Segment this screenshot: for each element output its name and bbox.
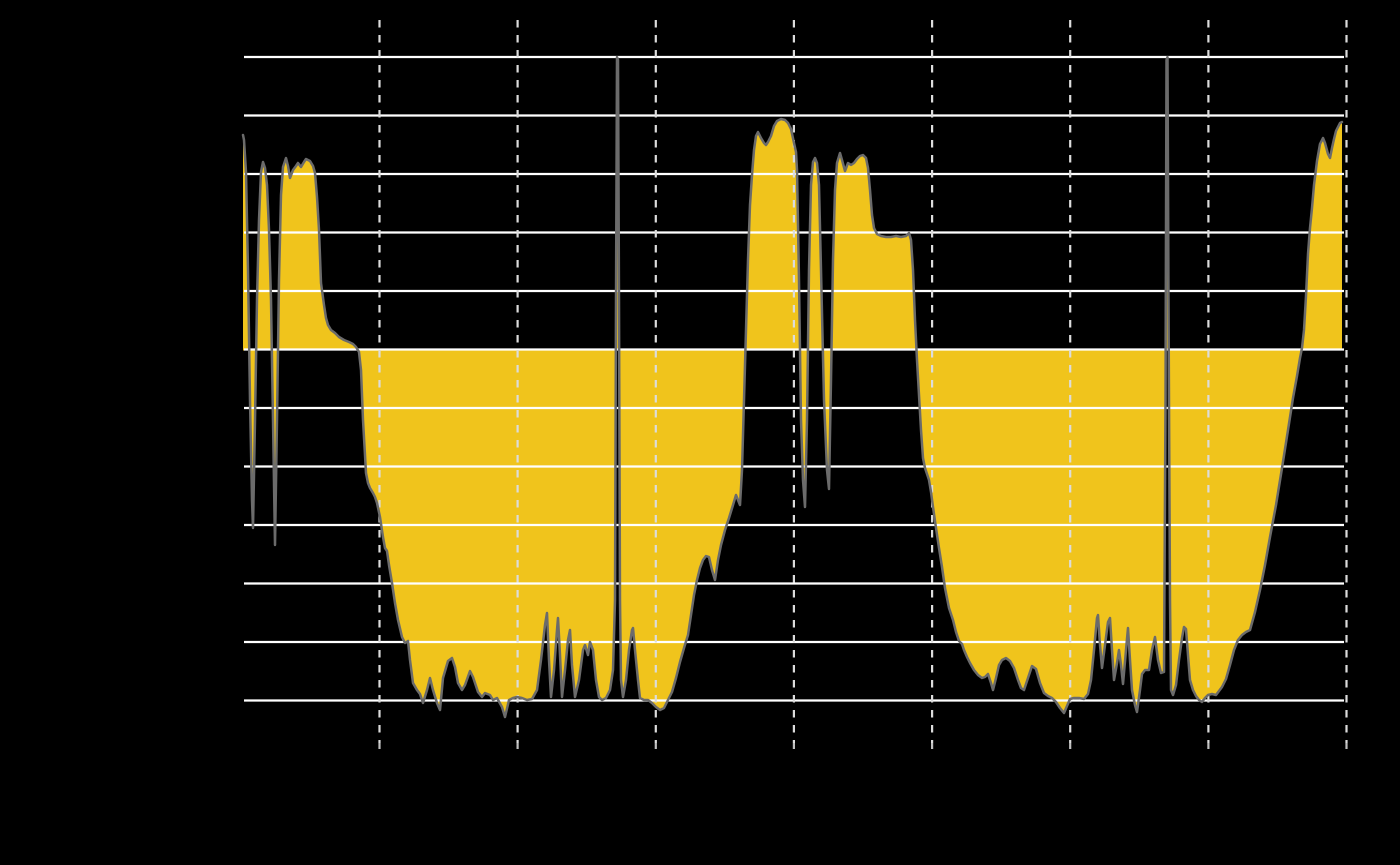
data-curve xyxy=(241,55,1344,719)
vertical-dashed-gridlines xyxy=(378,20,1348,743)
area-fill xyxy=(243,57,1342,717)
x-axis-ticks xyxy=(378,743,1348,749)
curve-stroke xyxy=(241,55,1344,719)
area-fill-layer xyxy=(243,57,1342,717)
